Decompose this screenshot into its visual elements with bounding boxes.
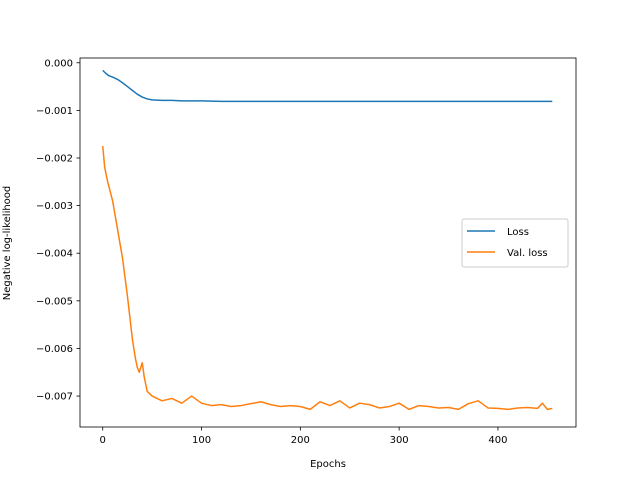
series-lines	[101, 69, 553, 411]
x-tick-label: 100	[192, 435, 211, 446]
x-tick-label: 200	[291, 435, 310, 446]
series-line-loss	[102, 69, 553, 103]
y-tick-label: −0.001	[36, 106, 73, 117]
series-line-val-loss	[101, 146, 553, 411]
y-tick-label: −0.005	[36, 296, 73, 307]
x-tick-label: 0	[100, 435, 106, 446]
x-axis-ticks: 0 100 200 300 400	[100, 427, 507, 446]
legend-label-loss: Loss	[507, 227, 529, 238]
legend-label-val-loss: Val. loss	[507, 248, 548, 259]
legend: Loss Val. loss	[461, 218, 569, 268]
x-axis-label: Epochs	[310, 459, 346, 470]
y-tick-label: −0.007	[36, 392, 73, 403]
y-tick-label: −0.004	[36, 249, 73, 260]
plot-frame	[79, 57, 577, 428]
y-tick-label: 0.000	[44, 58, 73, 69]
y-axis-label: Negative log-likelihood	[2, 186, 13, 301]
x-tick-label: 300	[390, 435, 409, 446]
y-axis-ticks: 0.000 −0.001 −0.002 −0.003 −0.004 −0.005 −0.00…	[36, 58, 80, 403]
y-tick-label: −0.003	[36, 201, 73, 212]
y-tick-label: −0.006	[36, 344, 73, 355]
y-tick-label: −0.002	[36, 153, 73, 164]
x-tick-label: 400	[488, 435, 507, 446]
